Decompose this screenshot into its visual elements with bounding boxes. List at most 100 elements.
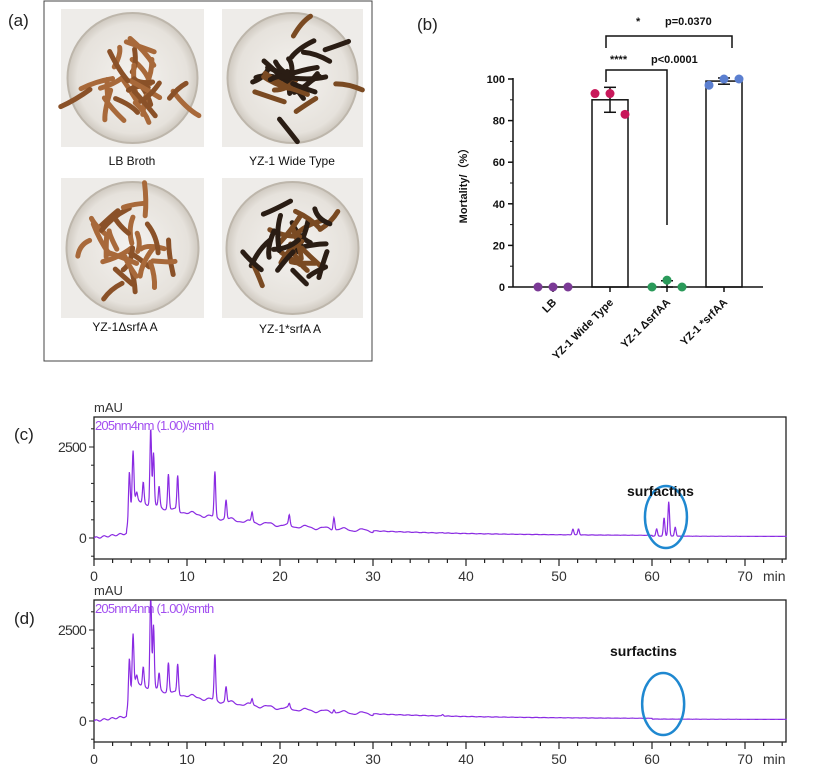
larva [288,38,317,60]
y-tick-label: 80 [493,116,505,128]
x-tick-label: 20 [272,568,288,584]
series-label: 205nm4nm (1.00)/smth [95,418,214,433]
data-point [647,282,657,292]
larva [166,80,189,101]
y-unit-label: mAU [94,400,123,415]
data-point [605,89,615,99]
x-tick-label: 60 [644,751,660,767]
larva [127,214,136,246]
y-tick-label: 40 [493,199,505,211]
larva [138,80,162,104]
larva [75,237,93,259]
larva [290,74,329,82]
x-tick-label: 70 [737,568,753,584]
larva [300,49,333,64]
x-tick-label: 20 [272,751,288,767]
panel-c-label: (c) [14,425,34,444]
x-tick-label: 40 [458,751,474,767]
data-point [677,282,687,292]
larva [120,200,146,210]
x-tick-label: 10 [179,751,195,767]
larva [275,249,296,273]
chromatogram-d: mAU 205nm4nm (1.00)/smth 0 2500 0 10 20 30 40 50 6… [58,583,787,767]
larva [106,228,120,252]
larva [113,96,141,115]
larva [107,49,131,84]
x-tick-label: YZ-1 ΔsrfAA [619,297,673,351]
photo-grid [58,9,365,318]
larva [275,212,284,254]
series-label: 205nm4nm (1.00)/smth [95,601,214,616]
photo-caption-wt: YZ-1 Wide Type [249,154,335,168]
significance-stars: * [636,16,641,28]
p-value: p=0.0370 [665,16,712,28]
larva [251,263,265,289]
y-tick-label: 100 [487,74,505,86]
data-point [563,282,573,292]
larva [260,198,294,217]
x-axis-label: min [763,751,786,767]
y-unit-label: mAU [94,583,123,598]
larva [144,221,161,256]
x-tick-label: 50 [551,751,567,767]
x-tick-label: 70 [737,751,753,767]
larva [127,78,163,101]
panel-b-label: (b) [417,15,438,34]
larva [322,38,352,53]
bar [705,80,743,288]
larva [113,217,132,236]
x-tick-label: 10 [179,568,195,584]
surfactins-annotation-c: surfactins [627,483,694,499]
y-tick-label: 20 [493,240,505,252]
larva [137,245,156,279]
larva [97,75,125,91]
y-tick-label: 2500 [58,622,87,638]
panel-a-frame [43,0,373,362]
significance-stars: **** [610,54,628,66]
significance-bracket [605,69,668,225]
larva [293,208,323,232]
y-tick-label: 0 [499,282,505,294]
larva [261,58,292,88]
p-value: p<0.0001 [651,54,698,66]
larva [58,86,93,110]
larva [333,81,365,93]
larva [122,254,139,279]
x-tick-label: 0 [90,568,98,584]
photo-caption-lb: LB Broth [109,154,156,168]
y-axis-label: Mortality/（%） [457,143,470,224]
x-tick-label: YZ-1 *srfAA [678,297,730,349]
data-point [620,109,630,119]
surfactins-annotation-d: surfactins [610,643,677,659]
larva [267,73,291,83]
significance-bracket [605,35,733,48]
x-tick-label: 50 [551,568,567,584]
bar [591,99,629,288]
data-point [548,282,558,292]
larva [293,96,319,114]
larva [134,230,142,254]
surfactins-highlight-ellipse [640,671,686,737]
larva [138,243,167,252]
plot-frame [93,599,787,743]
data-point [590,89,600,99]
larva [277,116,300,145]
chromatogram-trace [93,428,787,539]
data-point [533,282,543,292]
data-point [662,275,672,285]
larva [273,59,296,81]
larva [166,237,176,277]
x-tick-label: YZ-1 Wide Type [550,297,616,363]
x-axis-label: min [763,568,786,584]
chromatogram-c: mAU 205nm4nm (1.00)/smth 0 2500 0 10 20 30 40 50 6… [58,400,787,584]
surfactins-highlight-ellipse [643,484,689,550]
larva [290,267,309,287]
larva [291,227,304,262]
x-tick-label: 30 [365,568,381,584]
larva [96,208,121,231]
larva [101,280,125,302]
larva [127,35,157,68]
larva [142,180,149,219]
larva [112,266,135,287]
y-tick-label: 0 [79,713,87,729]
